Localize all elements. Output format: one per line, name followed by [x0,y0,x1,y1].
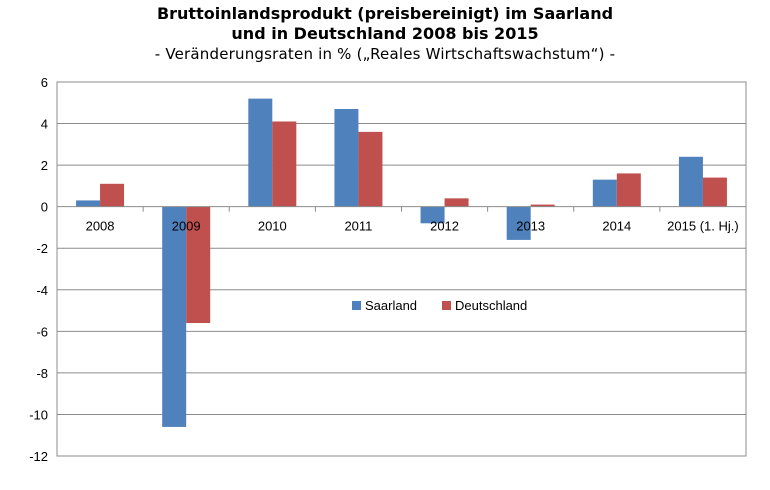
legend-swatch [352,301,361,310]
x-tick-label: 2009 [172,219,201,234]
x-tick-label: 2012 [430,219,459,234]
plot-area [56,81,747,457]
chart-subtitle: - Veränderungsraten in % („Reales Wirtsc… [154,45,616,63]
chart-title-line2: und in Deutschland 2008 bis 2015 [231,24,539,43]
y-tick-label: -2 [36,241,48,256]
chart-title: Bruttoinlandsprodukt (preisbereinigt) im… [156,4,614,23]
bar-saarland-5 [506,206,531,240]
y-tick-label: -6 [36,324,48,339]
y-tick-label: 4 [41,117,48,132]
chart-title-block: Bruttoinlandsprodukt (preisbereinigt) im… [0,4,770,64]
bar-deutschland-6 [616,173,641,207]
bar-deutschland-5 [530,204,555,207]
y-tick-label: -8 [36,366,48,381]
bar-saarland-0 [76,200,101,207]
bar-saarland-4 [420,206,445,224]
bar-saarland-7 [678,156,703,207]
y-tick-label: 6 [41,75,48,90]
bar-deutschland-0 [100,183,125,207]
legend-label: Saarland [365,298,417,313]
y-tick-label: 2 [41,158,48,173]
y-tick-label: -12 [29,449,48,464]
bar-deutschland-4 [444,198,469,207]
x-tick-label: 2013 [516,219,545,234]
bar-saarland-3 [334,109,359,207]
legend-swatch [442,301,451,310]
legend: Saarland Deutschland [352,298,527,313]
x-tick-label: 2010 [258,219,287,234]
bars [76,98,727,427]
x-tick-label: 2008 [86,219,115,234]
bar-saarland-6 [592,179,617,207]
y-tick-label: -10 [29,407,48,422]
bar-saarland-1 [162,206,187,427]
bar-deutschland-3 [358,131,383,207]
y-tick-label: 0 [41,200,48,215]
bar-deutschland-2 [272,121,297,207]
x-tick-label: 2014 [602,219,631,234]
bar-saarland-2 [248,98,273,207]
y-tick-label: -4 [36,283,48,298]
x-tick-label: 2011 [344,219,372,234]
axes: 6 4 2 0 -2 -4 -6 -8 -10 -12 2008 2009 2010 2011 2012 20… [29,75,747,464]
legend-label: Deutschland [455,298,527,313]
bar-deutschland-7 [702,177,727,207]
bar-deutschland-1 [186,206,211,324]
x-tick-label: 2015 (1. Hj.) [667,219,739,234]
